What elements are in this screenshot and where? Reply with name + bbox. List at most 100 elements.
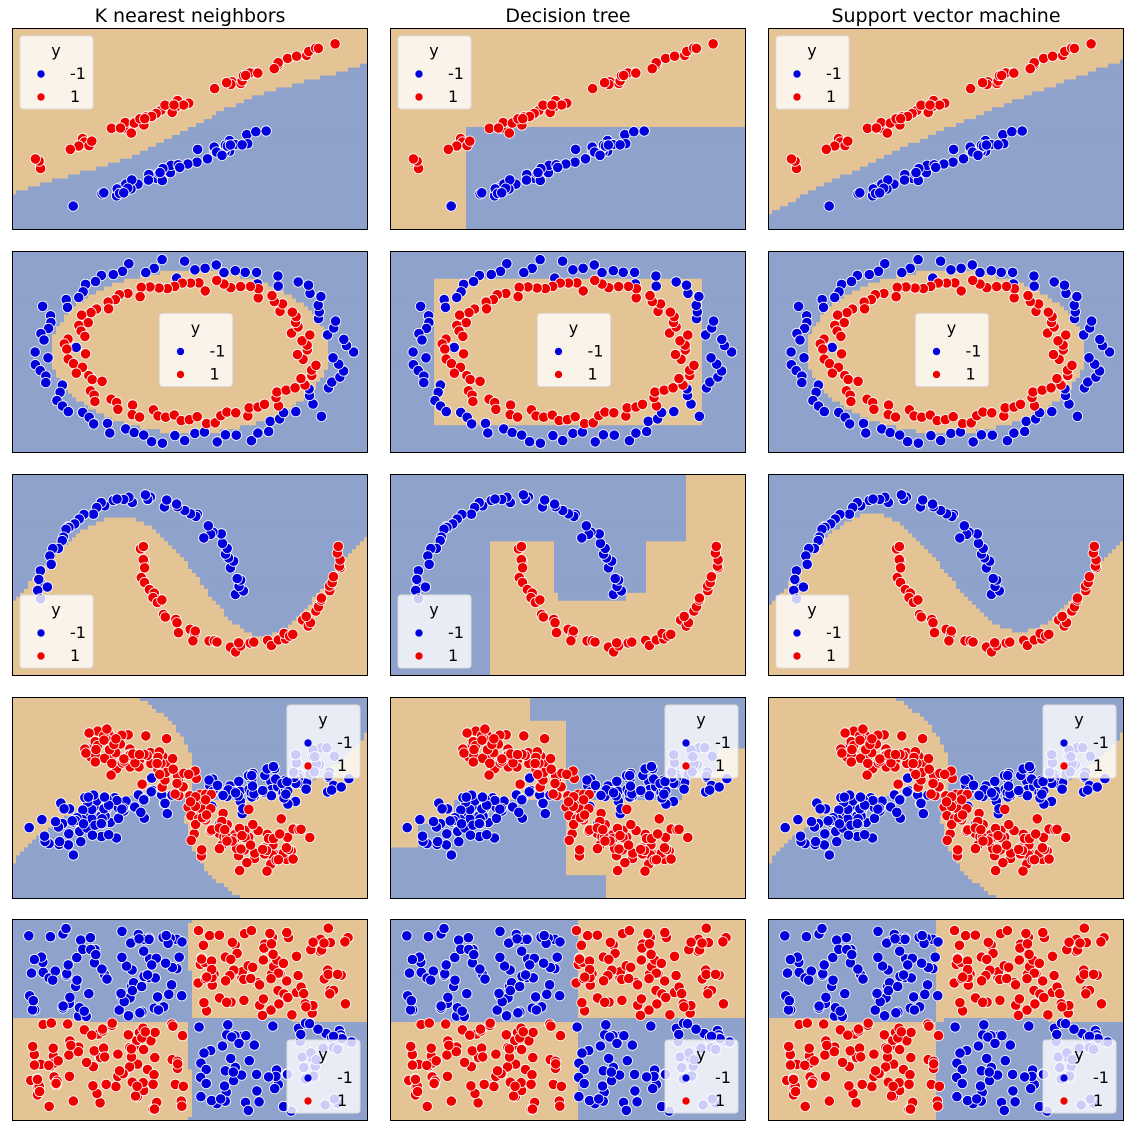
- scatter-point: [609, 408, 619, 418]
- scatter-point: [160, 958, 170, 968]
- scatter-point: [612, 865, 622, 875]
- scatter-point: [710, 969, 720, 979]
- scatter-point: [552, 952, 562, 962]
- scatter-point: [973, 1041, 983, 1051]
- legend-label: 1: [70, 87, 80, 106]
- scatter-point: [178, 100, 188, 110]
- scatter-point: [62, 302, 72, 312]
- scatter-point: [179, 256, 189, 266]
- scatter-point: [551, 1059, 561, 1069]
- scatter-point: [1019, 1072, 1029, 1082]
- scatter-point: [908, 758, 918, 768]
- scatter-point: [202, 972, 212, 982]
- scatter-point: [144, 934, 154, 944]
- scatter-point: [201, 1078, 211, 1088]
- scatter-point: [538, 612, 548, 622]
- legend-marker: [555, 348, 563, 356]
- scatter-point: [1088, 969, 1098, 979]
- scatter-point: [426, 1043, 436, 1053]
- scatter-point: [242, 858, 252, 868]
- scatter-point: [1089, 541, 1099, 551]
- scatter-point: [99, 188, 109, 198]
- scatter-point: [58, 1001, 68, 1011]
- scatter-point: [1005, 637, 1015, 647]
- scatter-point: [625, 781, 635, 791]
- scatter-point: [113, 1049, 123, 1059]
- scatter-point: [629, 267, 639, 277]
- scatter-point: [333, 541, 343, 551]
- scatter-point: [519, 731, 529, 741]
- scatter-point: [178, 1081, 188, 1091]
- scatter-point: [981, 140, 991, 150]
- scatter-point: [80, 331, 90, 341]
- scatter-point: [408, 347, 418, 357]
- scatter-point: [879, 1030, 889, 1040]
- scatter-point: [420, 582, 430, 592]
- scatter-point: [671, 277, 681, 287]
- scatter-point: [587, 83, 597, 93]
- legend: y-11: [160, 314, 233, 387]
- scatter-point: [631, 68, 641, 78]
- scatter-point: [480, 724, 490, 734]
- scatter-point: [291, 406, 301, 416]
- scatter-point: [810, 836, 820, 846]
- scatter-point: [1015, 399, 1025, 409]
- scatter-point: [843, 374, 853, 384]
- scatter-point: [519, 267, 529, 277]
- scatter-point: [815, 804, 825, 814]
- legend: y-11: [665, 705, 738, 778]
- legend-marker: [793, 652, 801, 660]
- scatter-point: [491, 404, 501, 414]
- scatter-point: [46, 559, 56, 569]
- scatter-point: [708, 39, 718, 49]
- scatter-point: [637, 399, 647, 409]
- scatter-point: [955, 998, 965, 1008]
- scatter-point: [461, 792, 471, 802]
- scatter-point: [244, 1056, 254, 1066]
- scatter-point: [340, 937, 350, 947]
- scatter-point: [459, 748, 469, 758]
- scatter-point: [992, 844, 1002, 854]
- scatter-point: [180, 435, 190, 445]
- legend: y-11: [776, 36, 849, 109]
- scatter-point: [276, 814, 286, 824]
- scatter-point: [624, 973, 634, 983]
- scatter-point: [609, 430, 619, 440]
- scatter-point: [615, 830, 625, 840]
- scatter-point: [669, 406, 679, 416]
- scatter-point: [1029, 855, 1039, 865]
- scatter-point: [958, 154, 968, 164]
- scatter-point: [199, 998, 209, 1008]
- scatter-point: [192, 412, 202, 422]
- scatter-point: [982, 954, 992, 964]
- scatter-point: [793, 814, 803, 824]
- scatter-point: [510, 1081, 520, 1091]
- scatter-point: [490, 494, 500, 504]
- scatter-point: [612, 776, 622, 786]
- scatter-point: [200, 263, 210, 273]
- scatter-point: [917, 734, 927, 744]
- scatter-point: [1044, 854, 1054, 864]
- scatter-point: [97, 376, 107, 386]
- panel-r3-c1: y-11: [12, 474, 369, 677]
- scatter-point: [117, 926, 127, 936]
- scatter-point: [718, 999, 728, 1009]
- scatter-point: [682, 1019, 692, 1029]
- scatter-point: [1009, 68, 1019, 78]
- scatter-point: [439, 923, 449, 933]
- scatter-point: [809, 1056, 819, 1066]
- scatter-point: [71, 342, 81, 352]
- scatter-point: [196, 1091, 206, 1101]
- scatter-point: [679, 784, 689, 794]
- scatter-point: [928, 618, 938, 628]
- scatter-point: [592, 844, 602, 854]
- scatter-point: [991, 281, 1001, 291]
- scatter-point: [936, 435, 946, 445]
- scatter-point: [462, 728, 472, 738]
- scatter-point: [111, 734, 121, 744]
- scatter-point: [899, 175, 909, 185]
- legend-marker: [1060, 739, 1068, 747]
- scatter-point: [1079, 969, 1089, 979]
- scatter-point: [920, 989, 930, 999]
- scatter-point: [953, 845, 963, 855]
